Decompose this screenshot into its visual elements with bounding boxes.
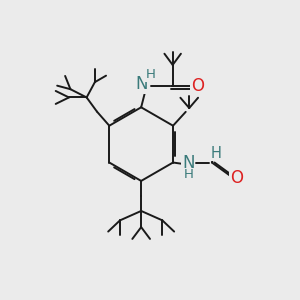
Text: N: N — [182, 154, 195, 172]
Text: O: O — [230, 169, 243, 187]
Text: H: H — [183, 168, 193, 182]
Text: H: H — [146, 68, 155, 81]
Text: N: N — [136, 75, 148, 93]
Text: O: O — [191, 77, 204, 95]
Text: H: H — [211, 146, 221, 160]
